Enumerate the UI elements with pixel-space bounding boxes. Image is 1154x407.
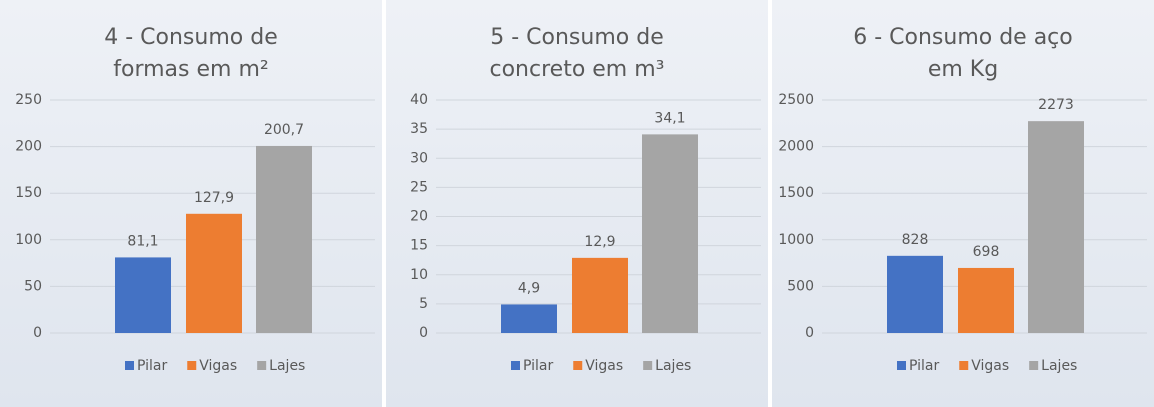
legend-swatch xyxy=(643,361,653,370)
chart: 0 5 10 15 20 25 30 35 40 4,9 Pilar 12,9 Vigas 34,1 Laj… xyxy=(410,92,761,374)
bar xyxy=(572,257,628,333)
chart-panel: 0 500 1000 1500 2000 2500 828 Pilar 698 Vigas 2273… xyxy=(772,0,1154,407)
y-tick-label: 1500 xyxy=(778,185,814,201)
y-tick-label: 5 xyxy=(419,296,428,312)
y-tick-label: 2500 xyxy=(778,92,814,108)
chart-title: 6 - Consumo de aço em Kg xyxy=(853,25,1073,82)
data-label: 81,1 xyxy=(127,233,158,249)
data-label: 4,9 xyxy=(518,280,540,296)
y-tick-label: 50 xyxy=(24,278,42,294)
legend-swatch xyxy=(573,361,583,370)
y-tick-label: 0 xyxy=(33,325,42,341)
data-label: 698 xyxy=(973,244,1000,260)
bar xyxy=(887,255,943,333)
y-tick-label: 35 xyxy=(410,121,428,137)
legend-swatch xyxy=(511,361,520,370)
legend-swatch xyxy=(257,361,267,370)
bar xyxy=(1028,121,1084,333)
chart: 0 50 100 150 200 250 81,1 Pilar 127,9 Vigas 200,7 L… xyxy=(15,92,375,374)
legend-label: Vigas xyxy=(585,358,623,374)
chart-panel: 0 5 10 15 20 25 30 35 40 4,9 Pilar 12,9 Vigas 34,1 Laj… xyxy=(386,0,768,407)
legend-swatch xyxy=(187,361,197,370)
chart-title: 5 - Consumo de concreto em m³ xyxy=(489,25,665,82)
y-tick-label: 40 xyxy=(410,92,428,108)
legend-label: Pilar xyxy=(909,358,939,374)
chart-panel: 0 50 100 150 200 250 81,1 Pilar 127,9 Vigas 200,7 L… xyxy=(0,0,382,407)
bar xyxy=(501,304,557,333)
bar xyxy=(115,257,171,333)
legend-label: Vigas xyxy=(199,358,237,374)
legend-label: Lajes xyxy=(1041,358,1077,374)
legend-label: Vigas xyxy=(971,358,1009,374)
y-tick-label: 2000 xyxy=(778,139,814,155)
y-tick-label: 0 xyxy=(805,325,814,341)
data-label: 200,7 xyxy=(264,122,304,138)
data-label: 127,9 xyxy=(194,190,234,206)
y-tick-label: 100 xyxy=(15,232,42,248)
bar xyxy=(256,145,312,333)
chart: 0 500 1000 1500 2000 2500 828 Pilar 698 Vigas 2273… xyxy=(778,92,1147,374)
legend-label: Pilar xyxy=(523,358,553,374)
legend-swatch xyxy=(897,361,906,370)
data-label: 12,9 xyxy=(584,234,615,250)
data-label: 2273 xyxy=(1038,97,1074,113)
data-label: 34,1 xyxy=(654,110,685,126)
bar xyxy=(958,267,1014,333)
y-tick-label: 20 xyxy=(410,209,428,225)
legend-label: Lajes xyxy=(655,358,691,374)
y-tick-label: 500 xyxy=(787,278,814,294)
y-tick-label: 15 xyxy=(410,238,428,254)
y-tick-label: 0 xyxy=(419,325,428,341)
y-tick-label: 30 xyxy=(410,150,428,166)
legend-swatch xyxy=(1029,361,1039,370)
data-label: 828 xyxy=(902,232,929,248)
y-tick-label: 200 xyxy=(15,139,42,155)
y-tick-label: 250 xyxy=(15,92,42,108)
legend-swatch xyxy=(959,361,969,370)
y-tick-label: 10 xyxy=(410,267,428,283)
bar xyxy=(642,134,698,333)
bar xyxy=(186,213,242,333)
chart-title: 4 - Consumo de formas em m² xyxy=(104,25,278,82)
legend-swatch xyxy=(125,361,134,370)
y-tick-label: 25 xyxy=(410,179,428,195)
y-tick-label: 1000 xyxy=(778,232,814,248)
legend-label: Pilar xyxy=(137,358,167,374)
y-tick-label: 150 xyxy=(15,185,42,201)
legend-label: Lajes xyxy=(269,358,305,374)
